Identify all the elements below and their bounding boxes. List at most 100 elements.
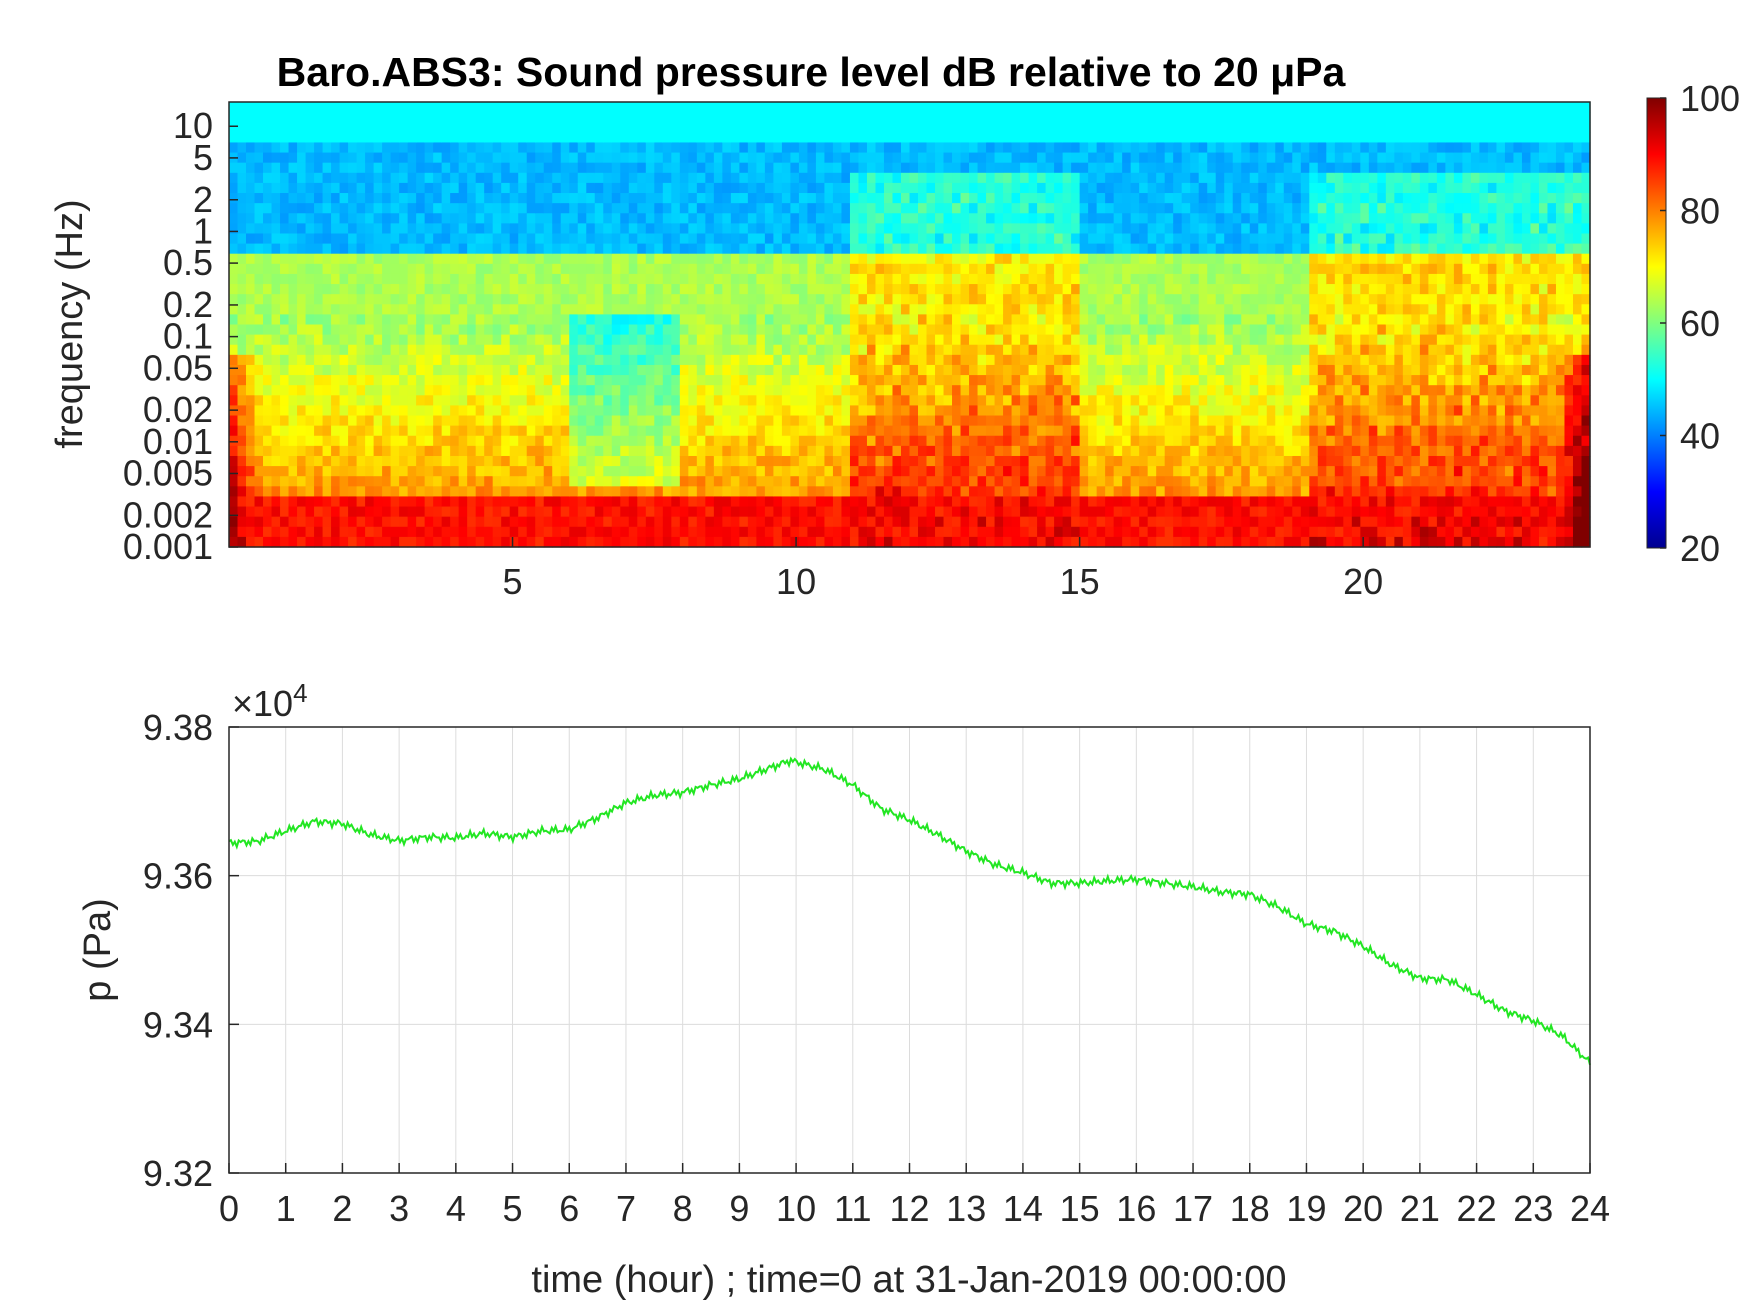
spectrogram-cell xyxy=(1147,324,1157,336)
spectrogram-cell xyxy=(492,324,502,336)
spectrogram-cell xyxy=(475,132,485,144)
spectrogram-cell xyxy=(594,182,604,194)
spectrogram-cell xyxy=(1130,233,1140,245)
spectrogram-cell xyxy=(875,385,885,396)
spectrogram-cell xyxy=(747,455,757,467)
spectrogram-cell xyxy=(688,526,698,538)
spectrogram-cell xyxy=(849,314,860,326)
spectrogram-cell xyxy=(280,344,290,356)
spectrogram-cell xyxy=(1071,314,1081,326)
spectrogram-cell xyxy=(773,395,783,407)
spectrogram-cell xyxy=(280,213,290,224)
spectrogram-cell xyxy=(1113,375,1123,386)
spectrogram-cell xyxy=(518,263,528,275)
spectrogram-cell xyxy=(399,364,409,376)
spectrogram-cell xyxy=(322,122,332,133)
spectrogram-cell xyxy=(713,526,723,538)
spectrogram-cell xyxy=(586,536,596,548)
spectrogram-cell xyxy=(1156,385,1166,396)
spectrogram-cell xyxy=(918,223,928,235)
spectrogram-cell xyxy=(875,455,885,467)
spectrogram-cell xyxy=(952,213,962,224)
spectrogram-cell xyxy=(730,233,740,245)
spectrogram-cell xyxy=(246,455,256,467)
spectrogram-cell xyxy=(1079,273,1089,285)
spectrogram-cell xyxy=(1105,476,1115,487)
spectrogram-cell xyxy=(824,253,834,265)
spectrogram-cell xyxy=(1003,476,1013,487)
spectrogram-cell xyxy=(594,486,604,498)
spectrogram-cell xyxy=(977,284,987,295)
spectrogram-cell xyxy=(305,162,315,174)
spectrogram-cell xyxy=(926,385,936,396)
spectrogram-cell xyxy=(1071,203,1081,214)
spectrogram-cell xyxy=(645,466,655,477)
spectrogram-cell xyxy=(1130,314,1140,326)
spectrogram-cell xyxy=(1011,364,1021,376)
spectrogram-cell xyxy=(475,142,485,154)
spectrogram-cell xyxy=(1079,172,1089,184)
spectrogram-cell xyxy=(1113,162,1123,174)
spectrogram-cell xyxy=(747,284,757,295)
spectrogram-cell xyxy=(1028,466,1038,477)
spectrogram-cell xyxy=(866,132,877,144)
spectrogram-cell xyxy=(271,354,281,366)
spectrogram-cell xyxy=(526,354,536,366)
spectrogram-cell xyxy=(875,425,885,437)
spectrogram-cell xyxy=(798,395,809,407)
spectrogram-cell xyxy=(331,233,341,245)
spectrogram-cell xyxy=(773,476,783,487)
spectrogram-cell xyxy=(883,354,894,366)
spectrogram-cell xyxy=(841,294,851,305)
spectrogram-cell xyxy=(586,304,596,315)
spectrogram-cell xyxy=(679,476,689,487)
spectrogram-cell xyxy=(654,284,664,295)
spectrogram-cell xyxy=(798,294,809,305)
spectrogram-cell xyxy=(314,354,324,366)
spectrogram-cell xyxy=(1088,182,1098,194)
spectrogram-cell xyxy=(484,466,494,477)
spectrogram-cell xyxy=(424,213,434,224)
spectrogram-cell xyxy=(892,375,902,386)
spectrogram-cell xyxy=(713,435,723,447)
spectrogram-cell xyxy=(688,354,698,366)
spectrogram-cell xyxy=(1062,314,1072,326)
spectrogram-cell xyxy=(730,354,740,366)
spectrogram-cell xyxy=(807,102,817,113)
spectrogram-cell xyxy=(637,526,647,538)
spectrogram-cell xyxy=(628,364,638,376)
spectrogram-cell xyxy=(1105,324,1115,336)
spectrogram-cell xyxy=(1147,294,1157,305)
spectrogram-cell xyxy=(416,233,426,245)
spectrogram-cell xyxy=(1037,253,1047,265)
spectrogram-cell xyxy=(1037,152,1047,164)
spectrogram-cell xyxy=(407,294,417,305)
spectrogram-cell xyxy=(918,263,928,275)
spectrogram-cell xyxy=(875,284,885,295)
spectrogram-cell xyxy=(943,243,953,255)
spectrogram-cell xyxy=(807,496,817,508)
spectrogram-cell xyxy=(1181,425,1191,437)
spectrogram-cell xyxy=(390,415,400,427)
spectrogram-cell xyxy=(637,243,647,255)
spectrogram-cell xyxy=(1062,284,1072,295)
spectrogram-cell xyxy=(560,466,570,477)
spectrogram-cell xyxy=(892,233,902,245)
spectrogram-cell xyxy=(841,182,851,194)
spectrogram-cell xyxy=(416,102,426,113)
spectrogram-cell xyxy=(832,172,843,184)
spectrogram-cell xyxy=(433,344,443,356)
spectrogram-cell xyxy=(739,213,749,224)
spectrogram-cell xyxy=(1037,385,1047,396)
spectrogram-cell xyxy=(747,506,757,518)
spectrogram-cell xyxy=(535,284,545,295)
spectrogram-cell xyxy=(509,263,519,275)
spectrogram-cell xyxy=(977,536,987,548)
spectrogram-cell xyxy=(535,253,545,265)
spectrogram-cell xyxy=(1113,536,1123,548)
spectrogram-cell xyxy=(909,516,919,528)
spectrogram-cell xyxy=(484,375,494,386)
spectrogram-cell xyxy=(730,112,740,123)
spectrogram-cell xyxy=(365,162,375,174)
spectrogram-cell xyxy=(407,213,417,224)
